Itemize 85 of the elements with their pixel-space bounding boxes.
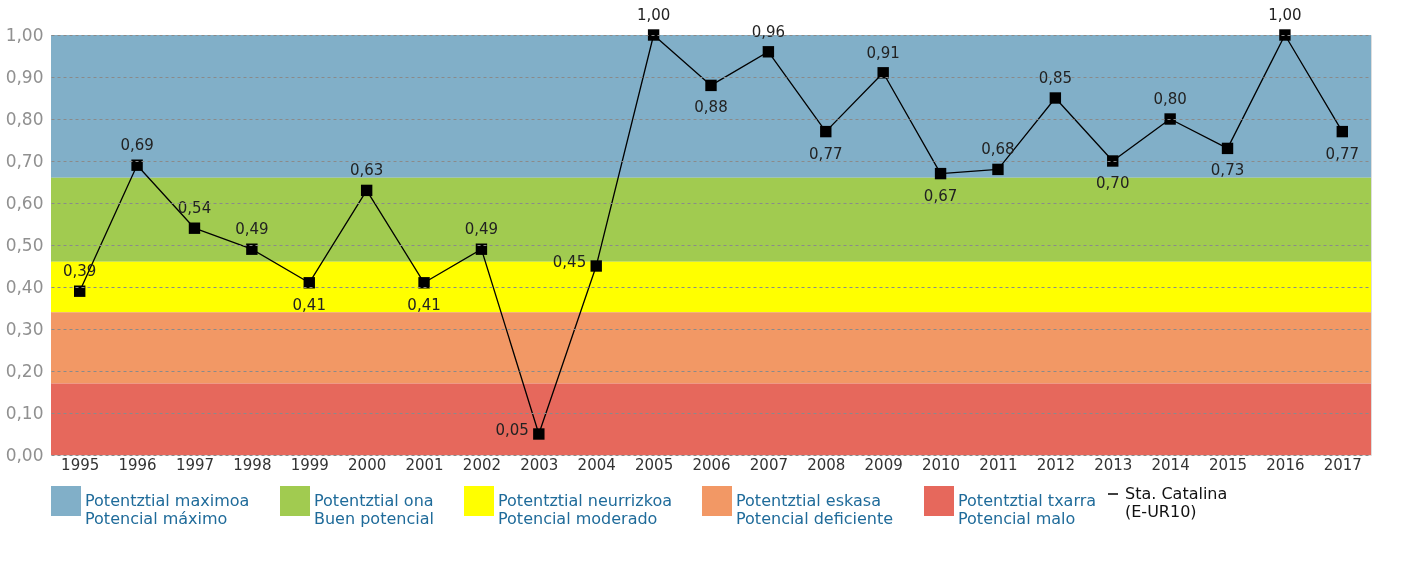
y-tick-label: 1,00 [5, 24, 44, 45]
point [246, 243, 258, 255]
text: 0,45 [552, 253, 587, 271]
point [303, 277, 315, 289]
text: 0,54 [177, 199, 212, 218]
point [877, 67, 889, 79]
text: 1,00 [636, 6, 671, 24]
text: 0,96 [751, 22, 786, 41]
x-tick-label: 2009 [864, 455, 903, 474]
x-tick-label: 2007 [749, 455, 788, 474]
point [1279, 29, 1291, 41]
legend-label: Potentztial txarra Potencial malo [958, 491, 1097, 528]
point [590, 260, 602, 272]
x-tick-label: 2015 [1208, 455, 1248, 474]
x-tick-label: 2016 [1266, 455, 1305, 474]
x-tick-label: 2010 [921, 455, 961, 474]
text: 0,80 [1153, 90, 1187, 108]
point [992, 163, 1004, 176]
x-tick-label: 2014 [1151, 455, 1190, 474]
text: 0,67 [923, 186, 958, 205]
point [705, 79, 717, 92]
point [475, 243, 488, 255]
point [934, 167, 947, 180]
text: 1,00 [1268, 6, 1302, 24]
x-tick-label: 2002 [462, 455, 502, 474]
text: 0,91 [866, 43, 900, 62]
x-tick-label: 2006 [692, 455, 731, 474]
point [762, 46, 775, 58]
point [73, 285, 86, 297]
text: 0,68 [981, 140, 1015, 159]
text: 0,77 [809, 144, 843, 163]
point [1107, 155, 1119, 167]
x-tick-label: 2011 [979, 455, 1018, 474]
point [1336, 125, 1349, 138]
x-tick-label: 2008 [807, 455, 846, 474]
x-tick-label: 1997 [175, 455, 215, 474]
text: 0,49 [235, 220, 269, 239]
x-tick-label: 2017 [1323, 455, 1362, 474]
y-tick-label: 0,60 [5, 192, 44, 213]
x-tick-label: 2005 [635, 455, 674, 474]
text: 0,41 [407, 295, 441, 314]
y-tick-label: 0,30 [5, 318, 44, 339]
text: 0,49 [464, 220, 499, 239]
y-tick-label: 0,90 [5, 66, 44, 87]
text: 0,77 [1325, 144, 1360, 163]
point [418, 277, 430, 289]
x-tick-label: 2001 [405, 455, 444, 474]
y-tick-label: 0,10 [5, 402, 44, 423]
legend-label: Potentztial maximoa Potencial máximo [85, 491, 250, 528]
x-tick-label: 1998 [233, 455, 272, 474]
y-tick-label: 0,70 [5, 150, 44, 171]
text: 0,05 [495, 421, 529, 439]
point [533, 428, 545, 440]
legend-label: Potentztial eskasa Potencial deficiente [736, 491, 894, 528]
text: 0,70 [1096, 174, 1130, 192]
legend-label: Potentztial ona Buen potencial [314, 491, 434, 528]
point [360, 184, 373, 197]
legend-label: Sta. Catalina (E-UR10) [1125, 484, 1228, 521]
x-tick-label: 1996 [118, 455, 157, 474]
legend-label: Potentztial neurrizkoa Potencial moderado [498, 491, 672, 528]
point [1221, 142, 1234, 155]
x-tick-label: 1995 [61, 455, 100, 474]
text: 0,85 [1038, 69, 1073, 87]
point [131, 159, 143, 171]
point [1164, 113, 1176, 125]
text: 0,41 [292, 295, 326, 314]
text: 0,63 [349, 161, 384, 180]
point [188, 222, 201, 234]
point [820, 125, 832, 138]
text: 0,73 [1210, 161, 1245, 180]
x-tick-label: 2003 [520, 455, 559, 474]
point [1049, 92, 1062, 104]
y-tick-label: 0,20 [5, 360, 44, 381]
x-tick-label: 2013 [1094, 455, 1133, 474]
x-tick-label: 2000 [348, 455, 387, 474]
y-tick-label: 0,40 [5, 276, 44, 297]
y-tick-label: 0,80 [5, 108, 44, 129]
x-tick-label: 2012 [1036, 455, 1075, 474]
text: 0,88 [694, 98, 728, 117]
x-tick-label: 1999 [290, 455, 329, 474]
y-tick-label: 0,50 [5, 234, 44, 255]
x-tick-label: 2004 [577, 455, 616, 474]
y-tick-label: 0,00 [5, 444, 44, 465]
text: 0,69 [120, 136, 154, 155]
point [647, 29, 660, 41]
